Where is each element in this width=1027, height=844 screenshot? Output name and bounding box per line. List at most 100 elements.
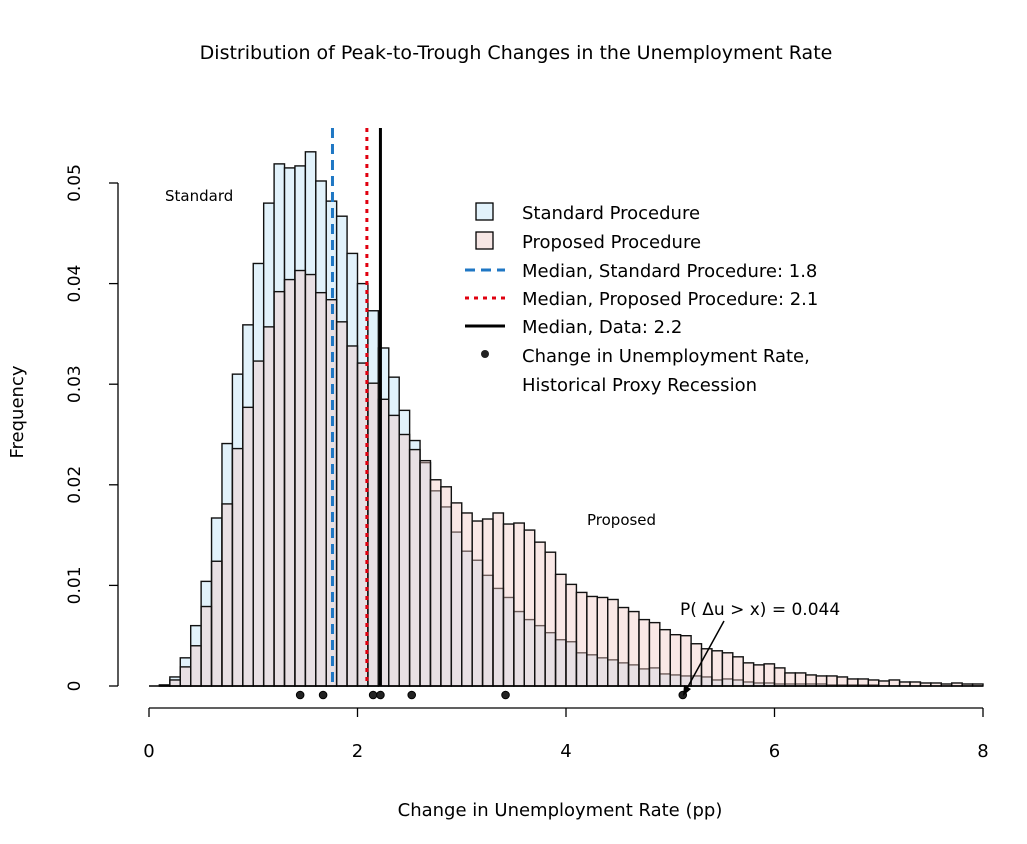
y-tick-label: 0.02: [65, 466, 85, 504]
proposed-bar: [648, 621, 661, 687]
proposed-bar: [200, 605, 213, 687]
proposed-bar: [242, 406, 254, 687]
x-tick-label: 8: [977, 741, 988, 762]
proposed-bar: [481, 518, 494, 687]
recession-points: [295, 690, 688, 700]
proposed-bar: [513, 522, 526, 687]
proposed-bar: [252, 360, 265, 687]
recession-point: [501, 690, 510, 700]
legend-label-median-proposed: Median, Proposed Procedure: 2.1: [522, 289, 818, 310]
probability-annotation: P( Δu > x) = 0.044: [680, 600, 840, 620]
legend-label-standard: Standard Procedure: [522, 203, 700, 224]
x-tick-label: 6: [769, 741, 780, 762]
proposed-bar: [784, 672, 797, 687]
legend-swatch-standard: [475, 202, 494, 221]
proposed-bar: [461, 512, 473, 687]
proposed-bar: [794, 672, 807, 687]
recession-point: [376, 690, 385, 700]
proposed-bar: [544, 551, 557, 687]
proposed-bar: [210, 560, 223, 687]
proposed-bar: [607, 598, 619, 687]
proposed-bar: [471, 520, 484, 687]
proposed-bar: [367, 382, 380, 687]
proposed-bar: [659, 628, 671, 687]
proposed-bar: [283, 278, 296, 687]
annotation-arrow: [684, 620, 725, 693]
chart-title: Distribution of Peak-to-Trough Changes i…: [200, 42, 833, 64]
proposed-bar: [492, 512, 505, 687]
proposed-bar: [169, 679, 181, 687]
legend-swatch-proposed: [475, 231, 494, 250]
proposed-bar: [763, 663, 776, 687]
proposed-bar: [825, 675, 838, 687]
proposed-bar: [440, 486, 453, 687]
proposed-bar: [596, 596, 609, 687]
proposed-bar: [773, 667, 786, 687]
proposed-bar: [805, 674, 817, 687]
proposed-bar: [304, 273, 317, 687]
proposed-bar: [586, 595, 598, 687]
legend-label-median-standard: Median, Standard Procedure: 1.8: [522, 261, 817, 282]
proposed-bar: [732, 656, 744, 687]
proposed-bar: [554, 573, 567, 687]
y-tick-label: 0.05: [65, 164, 85, 202]
proposed-bar: [523, 529, 536, 687]
legend-label-points-2: Historical Proxy Recession: [522, 375, 757, 396]
proposed-bar: [679, 635, 692, 687]
proposed-bar: [846, 678, 859, 687]
legend-point-icon: [481, 350, 489, 358]
proposed-bar: [335, 321, 348, 687]
proposed-bar: [388, 414, 400, 687]
recession-point: [295, 690, 305, 700]
proposed-bar: [450, 502, 463, 687]
proposed-annotation: Proposed: [587, 511, 656, 529]
median-lines: [330, 128, 382, 686]
proposed-bar: [221, 503, 234, 687]
proposed-bar: [711, 650, 724, 687]
proposed-bar: [742, 662, 755, 687]
recession-point: [318, 690, 328, 700]
proposed-bar: [867, 679, 880, 687]
proposed-bar: [721, 652, 734, 687]
standard-annotation: Standard: [165, 187, 233, 205]
proposed-bar: [502, 523, 515, 687]
y-tick-label: 0.03: [65, 365, 85, 403]
proposed-bar: [419, 459, 432, 687]
proposed-bar: [836, 676, 849, 687]
proposed-bar: [565, 583, 578, 687]
proposed-bar: [752, 664, 765, 687]
proposed-bar: [534, 541, 546, 687]
x-tick-label: 2: [352, 741, 363, 762]
x-tick-label: 4: [560, 741, 571, 762]
y-tick-label: 0.04: [65, 265, 85, 303]
y-tick-label: 0.01: [65, 566, 85, 604]
proposed-bar: [700, 648, 713, 687]
proposed-bar: [346, 345, 359, 687]
proposed-bar: [262, 326, 275, 687]
axes: 0 2 4 6 8 0 0.01 0.02 0.03 0.04 0.05: [65, 164, 989, 762]
proposed-bar: [429, 479, 442, 687]
proposed-bar: [617, 606, 630, 687]
proposed-bar: [189, 645, 202, 687]
standard-bars: [158, 151, 880, 687]
x-axis-label: Change in Unemployment Rate (pp): [398, 800, 723, 821]
proposed-bar: [294, 269, 307, 687]
proposed-bar: [627, 610, 640, 687]
proposed-bar: [857, 678, 870, 687]
proposed-bar: [888, 679, 901, 687]
recession-point: [368, 690, 378, 700]
proposed-bar: [231, 447, 244, 687]
legend: Standard Procedure Proposed Procedure Me…: [465, 202, 818, 396]
proposed-bar: [638, 618, 651, 687]
proposed-bar: [273, 290, 286, 687]
proposed-bar: [398, 433, 411, 687]
y-axis-label: Frequency: [7, 365, 28, 458]
proposed-bar: [408, 448, 421, 687]
proposed-bar: [179, 666, 192, 687]
proposed-bar: [669, 633, 682, 687]
legend-label-points-1: Change in Unemployment Rate,: [522, 346, 810, 367]
legend-label-proposed: Proposed Procedure: [522, 232, 701, 253]
proposed-bar: [575, 591, 588, 687]
proposed-bars: [158, 269, 984, 687]
